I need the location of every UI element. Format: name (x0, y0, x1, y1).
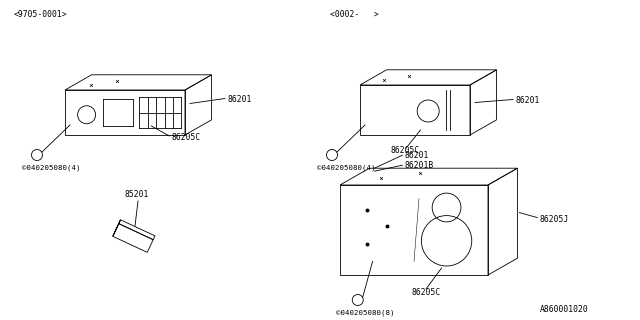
Text: 85201: 85201 (124, 190, 148, 199)
Text: 86201: 86201 (404, 151, 429, 160)
Text: <0002-   >: <0002- > (330, 10, 379, 19)
Text: <9705-0001>: <9705-0001> (14, 10, 68, 19)
Text: ©040205080(4): ©040205080(4) (22, 164, 81, 171)
Text: 86201: 86201 (515, 95, 540, 105)
Text: 86201: 86201 (227, 94, 252, 103)
Text: 86205C: 86205C (411, 288, 440, 297)
Text: 86205C: 86205C (391, 146, 420, 155)
Text: 86201B: 86201B (404, 161, 434, 170)
Text: ©040205080(4): ©040205080(4) (317, 164, 376, 171)
Text: A860001020: A860001020 (540, 305, 589, 314)
Text: ©040205080(8): ©040205080(8) (336, 309, 394, 316)
Text: 86205J: 86205J (540, 215, 569, 224)
Text: 86205C: 86205C (172, 133, 201, 142)
